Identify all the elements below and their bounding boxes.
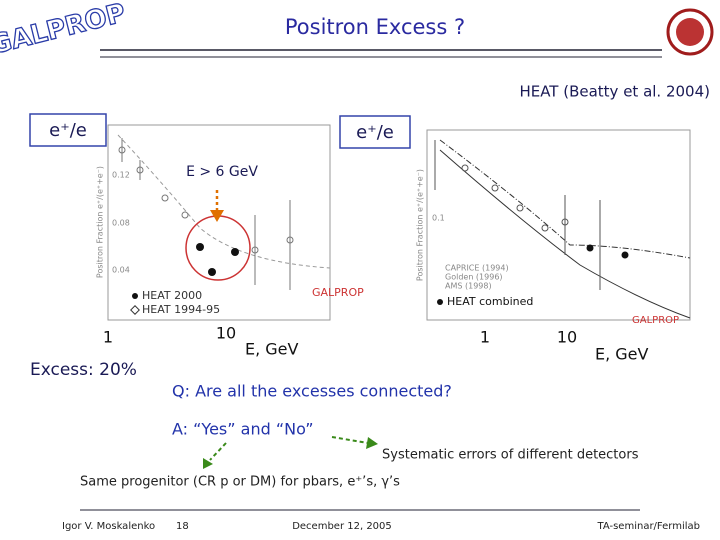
arrow-head: [203, 458, 213, 469]
model-curve: [117, 134, 331, 269]
arrow-head: [210, 210, 224, 222]
legend-marker: [132, 293, 138, 299]
excess: Excess: 20%: [30, 360, 137, 380]
y-axis-title: Positron Fraction e⁺/(e⁺+e⁻): [416, 169, 425, 281]
legend-entry: HEAT 2000: [142, 289, 202, 302]
model-label: GALPROP: [632, 315, 679, 326]
point: [586, 244, 594, 252]
note: Systematic errors of different detectors: [382, 448, 639, 463]
legend-entry: Golden (1996): [445, 273, 503, 282]
points: [434, 140, 601, 290]
question: Q: Are all the excesses connected?: [172, 382, 452, 401]
footer-author: Igor V. Moskalenko: [62, 521, 155, 532]
arrow: [209, 442, 227, 461]
legend-marker: [130, 305, 140, 315]
y-axis-title: Positron Fraction e⁺/(e⁺+e⁻): [96, 166, 105, 278]
model-label: GALPROP: [312, 286, 364, 299]
point: [231, 248, 239, 256]
title: Positron Excess ?: [285, 15, 465, 39]
footer-page: 18: [176, 521, 189, 532]
ratio-label: e⁺/e: [356, 122, 394, 143]
left-plot: Positron Fraction e⁺/(e⁺+e⁻) 0.12 0.08 0…: [96, 124, 364, 359]
label-box: [339, 115, 411, 149]
x-tick-label: 10: [557, 328, 577, 347]
legend-entry: CAPRICE (1994): [445, 264, 509, 273]
answer: A: “Yes” and “No”: [172, 420, 314, 439]
y-tick-label: 0.04: [112, 266, 130, 275]
x-axis-title: E, GeV: [245, 340, 299, 359]
x-axis-title: E, GeV: [595, 345, 649, 364]
legend-entry: AMS (1998): [445, 282, 492, 291]
plot-frame: [426, 129, 691, 321]
model-curve: [439, 149, 691, 319]
model-curve: [439, 139, 691, 259]
footer-date: December 12, 2005: [292, 521, 392, 532]
point: [621, 251, 629, 259]
y-tick-label: 0.12: [112, 171, 130, 180]
points: [118, 138, 294, 290]
ratio-label: e⁺/e: [49, 120, 87, 141]
y-tick-label: 0.1: [432, 214, 445, 223]
legend-marker: [437, 299, 443, 305]
footer-venue: TA-seminar/Fermilab: [597, 521, 700, 532]
x-tick-label: 10: [216, 324, 236, 343]
x-tick-label: 1: [103, 328, 113, 347]
y-tick-label: 0.08: [112, 219, 130, 228]
point: [208, 268, 216, 276]
label-box: [29, 113, 107, 147]
plot-frame: [107, 124, 331, 321]
note: Same progenitor (CR p or DM) for pbars, …: [80, 475, 400, 490]
right-plot: Positron Fraction e⁺/(e⁺+e⁻) 0.1 CAPRICE…: [416, 129, 691, 364]
x-tick-label: 1: [480, 328, 490, 347]
legend-entry: HEAT combined: [447, 295, 533, 308]
arrow-head: [366, 437, 378, 449]
reference: HEAT (Beatty et al. 2004): [519, 83, 710, 101]
energy-cut: E > 6 GeV: [186, 164, 258, 180]
arrow: [331, 436, 369, 444]
point: [196, 243, 204, 251]
seal-center: [676, 18, 704, 46]
legend-entry: HEAT 1994-95: [142, 303, 220, 316]
